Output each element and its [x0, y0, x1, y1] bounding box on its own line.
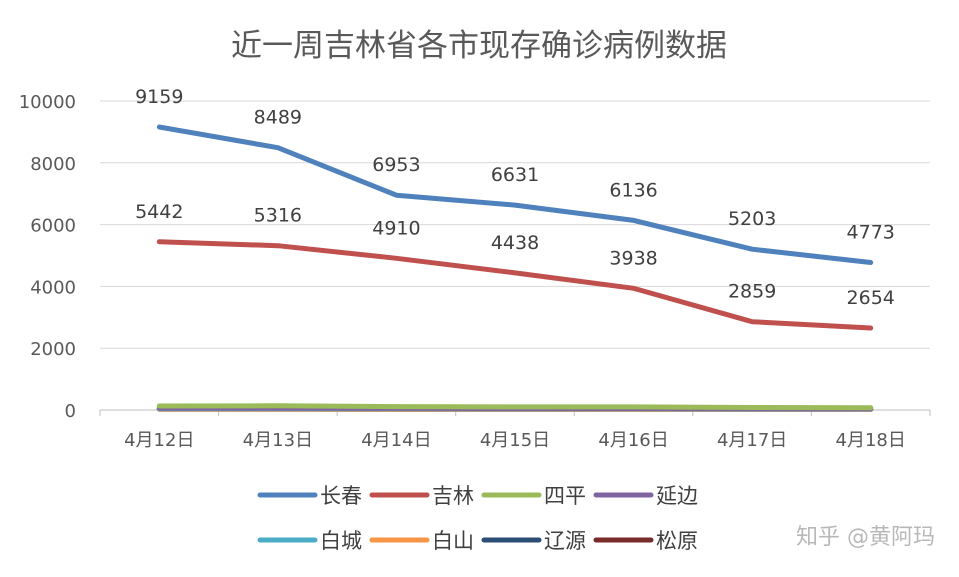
legend-label: 辽源 [544, 529, 586, 553]
data-label: 3938 [609, 247, 657, 269]
legend-label: 白山 [432, 529, 474, 553]
x-tick-label: 4月18日 [836, 430, 906, 451]
x-tick-label: 4月15日 [480, 430, 550, 451]
y-tick-label: 8000 [30, 154, 76, 175]
x-tick-label: 4月13日 [243, 430, 313, 451]
legend-label: 四平 [544, 484, 586, 508]
legend-item: 延边 [596, 484, 698, 508]
chart-title: 近一周吉林省各市现存确诊病例数据 [231, 28, 727, 64]
data-label: 9159 [135, 86, 183, 108]
data-label: 2859 [728, 281, 776, 303]
y-tick-label: 2000 [30, 339, 76, 360]
data-label: 6631 [491, 164, 539, 186]
data-label: 2654 [847, 287, 895, 309]
data-label: 4773 [847, 222, 895, 244]
data-label: 6953 [372, 154, 420, 176]
y-tick-label: 0 [65, 401, 76, 422]
legend-item: 辽源 [484, 529, 586, 553]
data-label: 5316 [254, 205, 302, 227]
x-tick-label: 4月16日 [598, 430, 668, 451]
legend-item: 吉林 [372, 484, 474, 508]
legend-label: 吉林 [432, 484, 474, 508]
x-tick-label: 4月14日 [361, 430, 431, 451]
legend-label: 白城 [320, 529, 362, 553]
legend-label: 长春 [320, 484, 362, 508]
legend-item: 白山 [372, 529, 474, 553]
data-label: 5203 [728, 208, 776, 230]
data-label: 8489 [254, 107, 302, 129]
data-label: 4438 [491, 232, 539, 254]
legend-item: 白城 [260, 529, 362, 553]
x-tick-label: 4月12日 [124, 430, 194, 451]
series-line [159, 406, 870, 408]
x-tick-label: 4月17日 [717, 430, 787, 451]
data-label-layer: 9159 8489 6953 6631 6136 5203 4773 5442 5316 4910… [135, 86, 895, 309]
watermark-text: 知乎 @黄阿玛 [796, 519, 935, 551]
legend-label: 松原 [656, 529, 698, 553]
legend-item: 松原 [596, 529, 698, 553]
legend-label: 延边 [656, 484, 698, 508]
y-tick-label: 10000 [19, 92, 76, 113]
axis-layer: 0 2000 4000 6000 8000 10000 4月12日 4月13日 4月14日 4月1… [19, 92, 930, 451]
legend-item: 长春 [260, 484, 362, 508]
y-tick-label: 4000 [30, 277, 76, 298]
legend-item: 四平 [484, 484, 586, 508]
data-label: 6136 [609, 179, 657, 201]
data-label: 4910 [372, 217, 420, 239]
y-tick-label: 6000 [30, 216, 76, 237]
data-label: 5442 [135, 201, 183, 223]
